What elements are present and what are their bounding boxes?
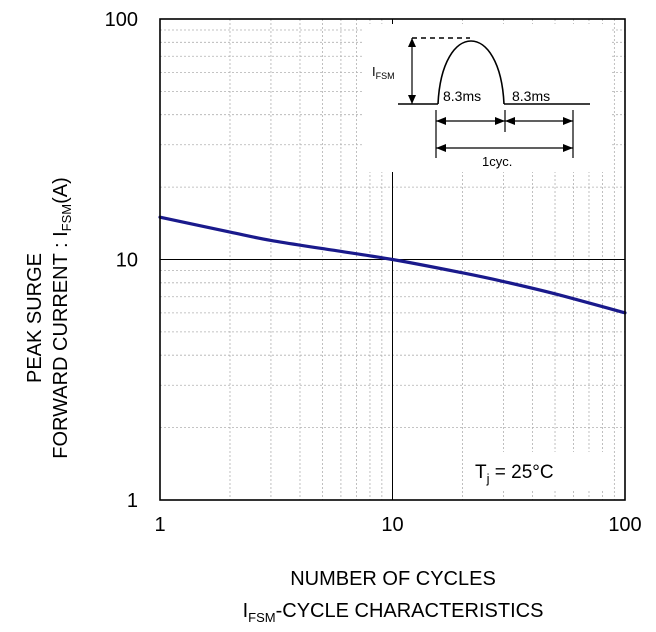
period-arrow-right [563, 144, 573, 152]
inset-ifsm-label: IFSM [372, 64, 395, 81]
inset-half2-label: 8.3ms [512, 88, 550, 104]
caption-main: I [243, 600, 249, 622]
annotation-background [468, 452, 608, 490]
annotation-sub: j [486, 471, 490, 486]
x-tick-labels: 1 10 100 [154, 514, 641, 536]
x-tick-label: 100 [608, 514, 641, 536]
half1-arrow-left [436, 117, 446, 125]
half2-arrow-left [505, 117, 515, 125]
y-tick-labels: 1 10 100 [105, 9, 138, 512]
annotation-tail: = 25°C [490, 462, 554, 483]
x-axis-title: NUMBER OF CYCLES [290, 568, 496, 590]
caption-tail: -CYCLE CHARACTERISTICS [276, 600, 544, 622]
x-tick-label: 1 [154, 514, 165, 536]
inset-ifsm-sub: FSM [376, 71, 395, 81]
caption-sub: FSM [248, 610, 275, 625]
y-axis-title-line2: FORWARD CURRENT : IFSM(A) [50, 177, 74, 459]
y-axis-title: PEAK SURGE [24, 253, 46, 383]
inset-period-label: 1cyc. [482, 154, 512, 169]
waveform-inset: IFSM 8.3ms 8.3ms 1cyc. [362, 24, 612, 172]
x-tick-label: 10 [381, 514, 403, 536]
half-sine-pulse [437, 40, 505, 105]
y-axis-title-line1: PEAK SURGE [24, 253, 46, 383]
y-axis-title-line2-sub: FSM [59, 204, 74, 231]
y-axis-title-2: FORWARD CURRENT : IFSM(A) [50, 177, 74, 459]
inset-background [362, 24, 612, 172]
chart-caption: IFSM-CYCLE CHARACTERISTICS [243, 600, 544, 625]
inset-half1-label: 8.3ms [443, 88, 481, 104]
period-arrow-left [436, 144, 446, 152]
temperature-annotation: Tj = 25°C [475, 462, 554, 486]
annotation-main: T [475, 462, 487, 483]
y-axis-title-line2-tail: (A) [50, 177, 72, 204]
y-tick-label: 100 [105, 9, 138, 31]
half2-arrow-right [563, 117, 573, 125]
ifsm-arrow-head-top [408, 38, 416, 47]
y-tick-label: 10 [116, 250, 138, 272]
half1-arrow-right [495, 117, 505, 125]
inset-ifsm-main: I [372, 64, 376, 79]
plot-frame [159, 18, 626, 501]
y-tick-label: 1 [127, 490, 138, 512]
ifsm-arrow-head-bottom [408, 95, 416, 104]
y-axis-title-line2-main: FORWARD CURRENT : I [50, 231, 72, 458]
